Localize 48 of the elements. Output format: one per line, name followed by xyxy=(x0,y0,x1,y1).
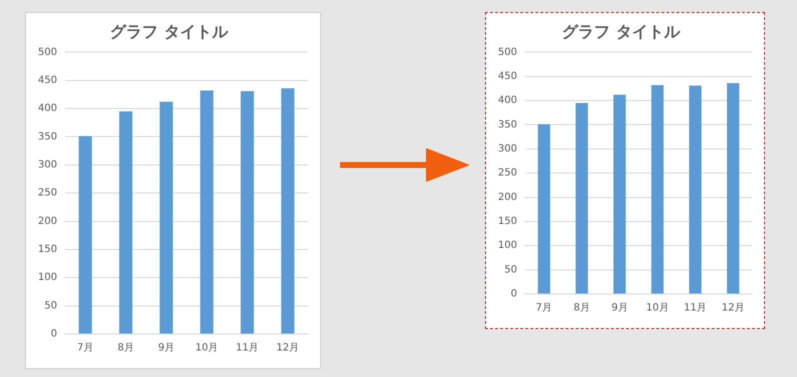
bar xyxy=(200,90,214,334)
y-tick-label: 200 xyxy=(38,216,58,227)
y-tick-label: 100 xyxy=(38,272,58,284)
y-tick-label: 200 xyxy=(498,192,518,203)
y-tick-label: 350 xyxy=(498,119,518,130)
y-tick-label: 50 xyxy=(44,300,58,312)
x-tick-label: 11月 xyxy=(236,342,259,354)
x-tick-label: 8月 xyxy=(118,342,134,354)
y-tick-label: 300 xyxy=(498,144,518,155)
x-tick-label: 7月 xyxy=(77,342,94,354)
bar xyxy=(281,88,294,334)
x-tick-label: 12月 xyxy=(276,342,300,354)
y-tick-label: 250 xyxy=(498,168,518,179)
y-tick-label: 50 xyxy=(504,264,518,276)
y-tick-label: 450 xyxy=(38,74,58,86)
bar xyxy=(576,102,588,294)
chart-title: グラフ タイトル xyxy=(110,22,229,41)
x-tick-label: 10月 xyxy=(195,342,218,354)
bar xyxy=(78,136,92,334)
bar xyxy=(726,83,740,294)
y-tick-label: 250 xyxy=(38,188,58,199)
y-tick-label: 500 xyxy=(498,46,518,58)
y-tick-label: 100 xyxy=(498,240,518,252)
y-tick-label: 350 xyxy=(38,131,58,142)
bar xyxy=(689,86,702,294)
bar xyxy=(613,94,626,294)
y-tick-label: 500 xyxy=(38,46,58,58)
y-tick-label: 150 xyxy=(498,216,518,228)
x-tick-label: 8月 xyxy=(574,302,590,314)
bar xyxy=(538,124,550,294)
x-tick-label: 10月 xyxy=(646,302,669,314)
bar xyxy=(240,91,254,334)
bar xyxy=(651,85,664,294)
y-tick-label: 400 xyxy=(498,95,518,106)
chart-title: グラフ タイトル xyxy=(562,22,681,41)
y-tick-label: 400 xyxy=(38,103,58,114)
y-tick-label: 0 xyxy=(50,328,58,340)
x-tick-label: 7月 xyxy=(536,302,552,314)
y-tick-label: 150 xyxy=(38,244,58,256)
y-tick-label: 300 xyxy=(38,160,58,171)
y-tick-label: 0 xyxy=(510,288,518,300)
bar xyxy=(160,102,173,334)
x-tick-label: 9月 xyxy=(611,302,628,314)
y-tick-label: 450 xyxy=(498,70,518,82)
x-tick-label: 12月 xyxy=(722,302,744,314)
bar xyxy=(119,111,132,334)
x-tick-label: 11月 xyxy=(684,302,707,314)
x-tick-label: 9月 xyxy=(158,342,174,354)
